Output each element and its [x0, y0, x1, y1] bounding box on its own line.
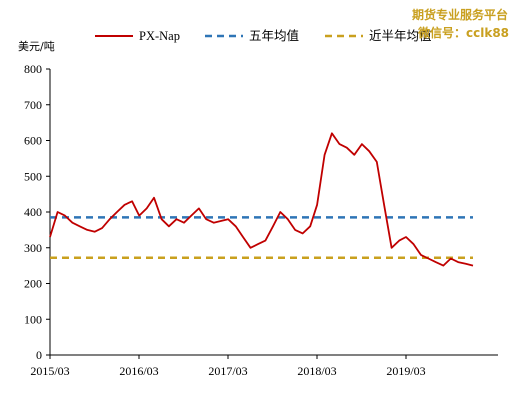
x-tick-label: 2017/03 [208, 364, 247, 378]
watermark-line-1: 期货专业服务平台 [412, 7, 508, 22]
series-line-0 [49, 132, 474, 267]
axes-layer: 0 100 200 300 400 500 600 700 800 2015/03 2016/03 2… [24, 62, 498, 378]
y-axis-unit-label: 美元/吨 [18, 40, 55, 53]
y-tick-label: 200 [24, 277, 42, 291]
y-tick-label: 500 [24, 169, 42, 183]
x-tick-label: 2019/03 [386, 364, 425, 378]
x-tick-label: 2018/03 [297, 364, 336, 378]
watermark-line-2: 微信号：cclk88 [417, 25, 509, 40]
y-tick-label: 800 [24, 62, 42, 76]
y-tick-label: 400 [24, 205, 42, 219]
y-tick-label: 600 [24, 134, 42, 148]
x-tick-label: 2015/03 [30, 364, 69, 378]
legend: PX-Nap 五年均值 近半年均值 [95, 28, 432, 43]
legend-label-1: 五年均值 [249, 28, 299, 43]
legend-label-2: 近半年均值 [369, 28, 432, 43]
x-tick-label: 2016/03 [119, 364, 158, 378]
y-tick-label: 700 [24, 98, 42, 112]
series-layer [49, 132, 474, 267]
y-tick-label: 300 [24, 241, 42, 255]
legend-label-0: PX-Nap [139, 29, 180, 43]
y-tick-label: 0 [36, 348, 42, 362]
y-tick-label: 100 [24, 312, 42, 326]
